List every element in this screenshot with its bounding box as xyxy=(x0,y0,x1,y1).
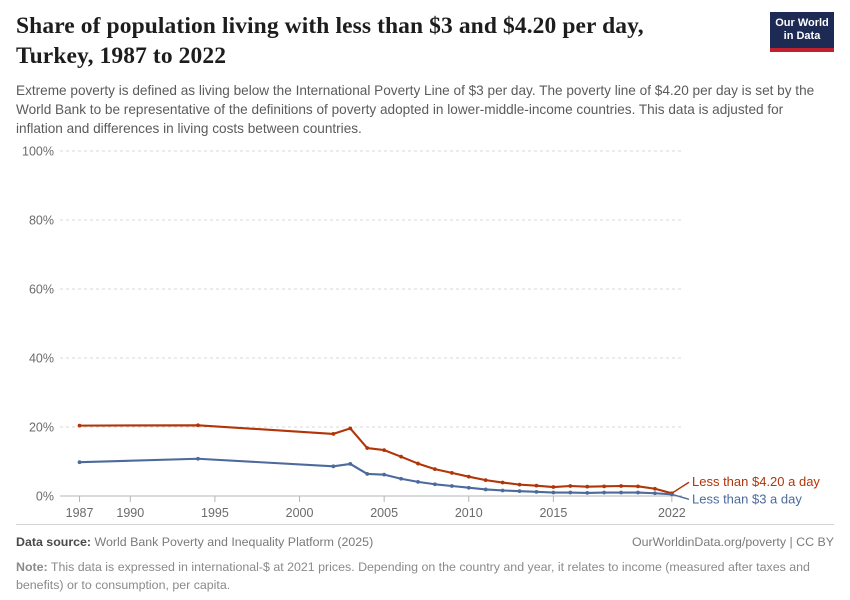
data-point[interactable] xyxy=(653,491,657,496)
data-point[interactable] xyxy=(348,426,353,431)
data-point[interactable] xyxy=(636,490,640,495)
data-point[interactable] xyxy=(466,474,471,479)
series-group xyxy=(77,423,674,497)
data-point[interactable] xyxy=(585,484,590,489)
gridlines-group: 0% 20% 40% 60% 80% 100% xyxy=(22,145,682,504)
data-point[interactable] xyxy=(433,482,437,487)
y-tick-label-60: 60% xyxy=(29,283,54,297)
x-tick-label-1995: 1995 xyxy=(201,506,229,520)
data-point[interactable] xyxy=(449,470,454,475)
data-point[interactable] xyxy=(382,472,387,477)
data-point[interactable] xyxy=(382,448,387,453)
data-point[interactable] xyxy=(602,484,607,489)
footer-source-row: Data source: World Bank Poverty and Ineq… xyxy=(16,534,834,552)
data-point[interactable] xyxy=(196,423,200,428)
data-point[interactable] xyxy=(551,485,556,489)
data-point[interactable] xyxy=(568,484,573,488)
data-point[interactable] xyxy=(348,462,353,466)
data-point[interactable] xyxy=(534,489,539,494)
data-point[interactable] xyxy=(449,484,454,488)
line-chart[interactable]: 0% 20% 40% 60% 80% 100% 1987 1990 1995 2000 2005 2… xyxy=(0,138,850,522)
data-point[interactable] xyxy=(196,456,200,461)
data-point[interactable] xyxy=(517,482,522,487)
data-point[interactable] xyxy=(466,485,471,490)
data-point[interactable] xyxy=(416,461,420,466)
x-tick-label-2000: 2000 xyxy=(286,506,314,520)
attribution-link[interactable]: OurWorldinData.org/poverty | CC BY xyxy=(631,535,834,549)
data-point[interactable] xyxy=(483,478,488,483)
x-tick-label-2005: 2005 xyxy=(370,506,398,520)
data-point[interactable] xyxy=(568,490,573,495)
data-point[interactable] xyxy=(602,490,607,495)
chart-footer: Data source: World Bank Poverty and Ineq… xyxy=(16,524,834,595)
data-point[interactable] xyxy=(331,464,336,469)
data-point[interactable] xyxy=(77,460,82,465)
data-point[interactable] xyxy=(619,490,623,495)
series-label-connector-0 xyxy=(671,481,690,494)
y-tick-label-80: 80% xyxy=(29,214,54,228)
data-point[interactable] xyxy=(416,479,420,484)
data-point[interactable] xyxy=(636,484,640,489)
series-line-1[interactable] xyxy=(78,457,673,496)
chart-header: Share of population living with less tha… xyxy=(16,0,834,139)
y-tick-label-40: 40% xyxy=(29,352,54,366)
data-point[interactable] xyxy=(77,423,82,428)
data-source-value: World Bank Poverty and Inequality Platfo… xyxy=(91,535,374,549)
data-point[interactable] xyxy=(653,486,657,491)
x-tick-label-1990: 1990 xyxy=(116,506,144,520)
data-point[interactable] xyxy=(500,480,505,485)
y-tick-label-100: 100% xyxy=(22,145,54,159)
note-value: This data is expressed in international-… xyxy=(16,559,810,592)
series-label-1[interactable]: Less than $3 a day xyxy=(692,491,802,506)
data-point[interactable] xyxy=(585,490,590,495)
y-tick-label-20: 20% xyxy=(29,421,54,435)
data-point[interactable] xyxy=(619,484,623,488)
data-point[interactable] xyxy=(331,432,336,436)
data-point[interactable] xyxy=(433,467,437,471)
data-point[interactable] xyxy=(365,446,370,450)
data-point[interactable] xyxy=(483,487,488,492)
x-tick-label-2015: 2015 xyxy=(539,506,567,520)
owid-logo[interactable]: Our World in Data xyxy=(770,12,834,52)
data-source: Data source: World Bank Poverty and Ineq… xyxy=(16,534,373,552)
data-point[interactable] xyxy=(365,472,370,476)
x-tick-label-2022: 2022 xyxy=(658,506,686,520)
data-point[interactable] xyxy=(399,476,403,481)
page-title: Share of population living with less tha… xyxy=(16,13,644,69)
data-source-label: Data source: xyxy=(16,535,92,549)
data-point[interactable] xyxy=(500,488,505,493)
chart-note: Note: This data is expressed in internat… xyxy=(16,559,816,595)
chart-subtitle: Extreme poverty is defined as living bel… xyxy=(16,82,815,137)
data-point[interactable] xyxy=(399,454,403,459)
axis-group: 1987 1990 1995 2000 2005 2010 2015 2022 xyxy=(60,495,686,520)
data-point[interactable] xyxy=(551,490,556,495)
series-label-0[interactable]: Less than $4.20 a day xyxy=(692,474,820,489)
note-label: Note: xyxy=(16,559,48,574)
y-tick-label-0: 0% xyxy=(36,490,54,504)
series-labels-group: Less than $4.20 a day Less than $3 a day xyxy=(671,474,820,506)
x-tick-label-2010: 2010 xyxy=(455,506,483,520)
series-label-connector-1 xyxy=(671,493,690,500)
x-tick-label-1987: 1987 xyxy=(66,506,94,520)
owid-logo-line-2: in Data xyxy=(783,30,821,43)
data-point[interactable] xyxy=(517,489,522,494)
data-point[interactable] xyxy=(534,483,539,488)
chart-plot-area[interactable]: 0% 20% 40% 60% 80% 100% 1987 1990 1995 2000 2005 2… xyxy=(0,138,850,522)
owid-logo-line-1: Our World xyxy=(775,17,829,29)
